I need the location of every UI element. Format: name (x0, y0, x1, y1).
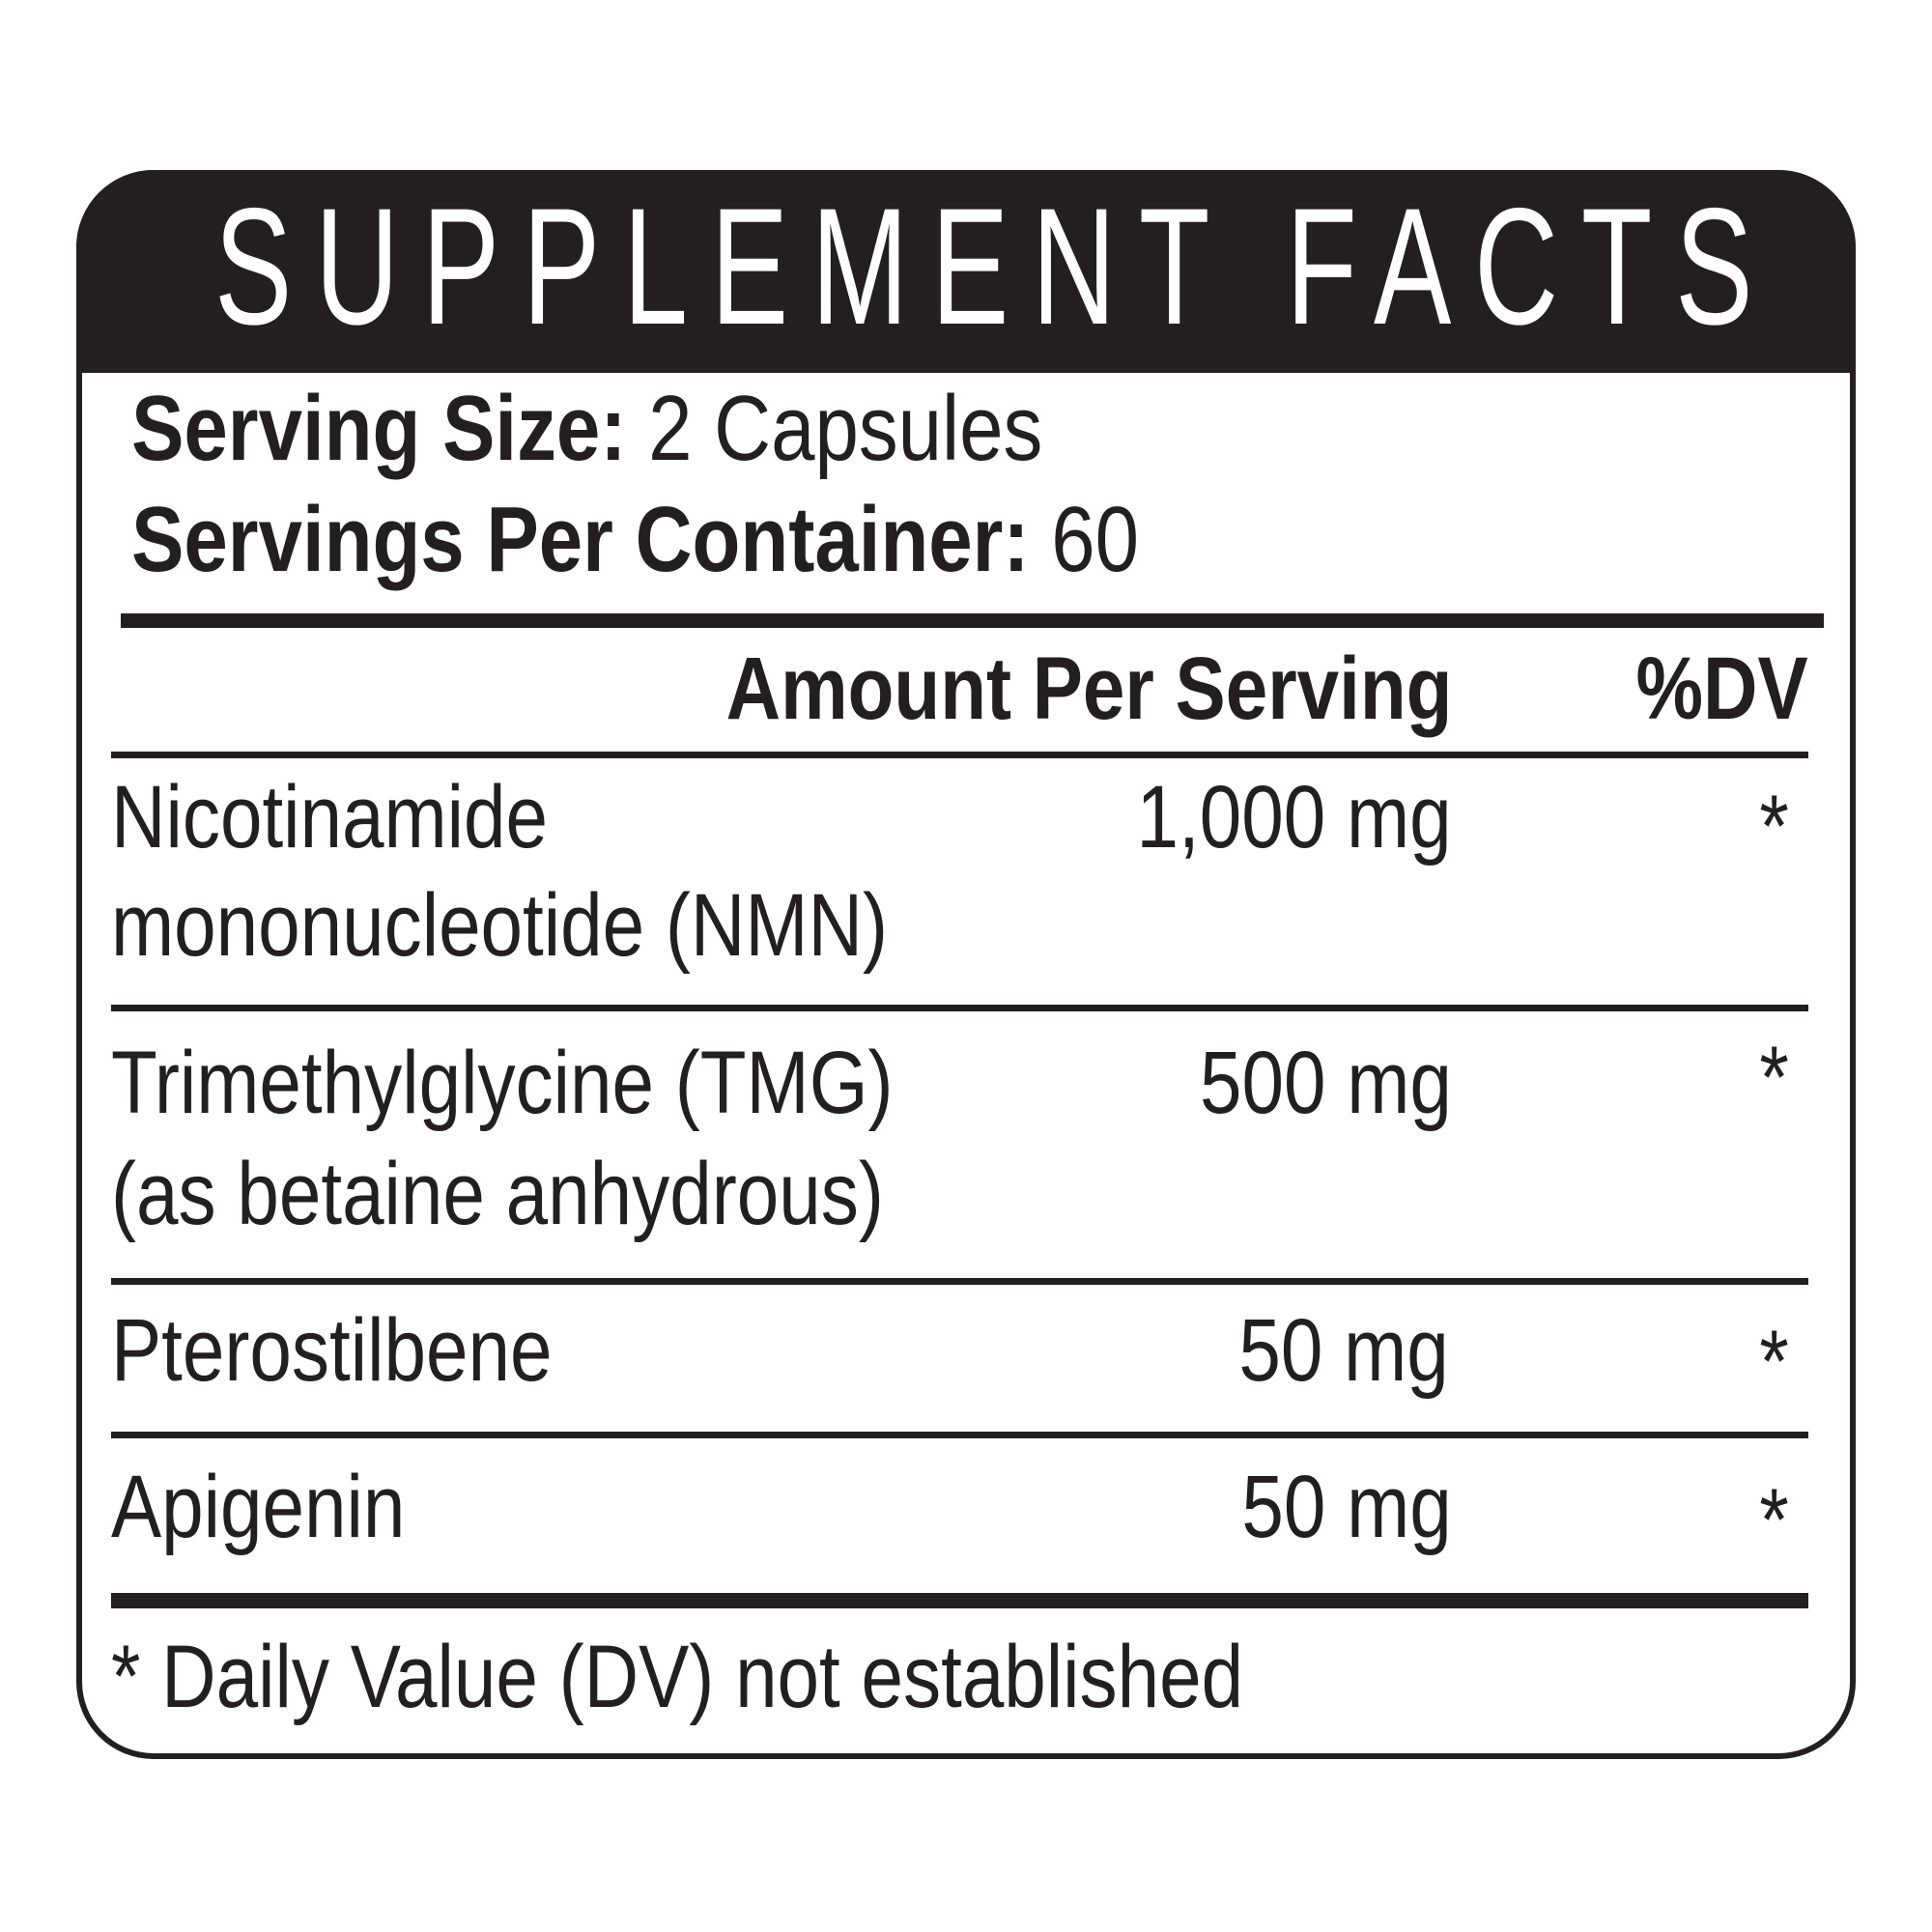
ingredient-name: Nicotinamide (111, 768, 549, 867)
thick-divider (121, 613, 1824, 628)
ingredient-amount: 50 mg (1238, 1301, 1449, 1400)
ingredient-dv: * (1759, 1471, 1789, 1570)
divider (111, 1432, 1808, 1438)
ingredient-amount: 50 mg (1241, 1458, 1452, 1556)
panel-title: SUPPLEMENT FACTS (214, 174, 1776, 359)
ingredient-name-cont: mononucleotide (NMN) (111, 876, 889, 975)
thick-divider (111, 1593, 1808, 1608)
ingredient-dv: * (1759, 1313, 1789, 1411)
servings-per-container-value: 60 (1029, 488, 1140, 591)
title-bar (76, 170, 1856, 373)
ingredient-dv: * (1759, 1029, 1789, 1127)
ingredient-name: Apigenin (111, 1458, 406, 1556)
serving-size-label: Serving Size: (131, 377, 627, 480)
dv-column-header: %DV (1635, 639, 1808, 738)
servings-per-container: Servings Per Container: 60 (131, 494, 1139, 586)
divider (111, 752, 1808, 758)
ingredient-name: Trimethylglycine (TMG) (111, 1034, 894, 1132)
serving-size-value: 2 Capsules (626, 377, 1043, 480)
ingredient-amount: 1,000 mg (1136, 768, 1452, 867)
ingredient-name: Pterostilbene (111, 1301, 553, 1400)
footnote: * Daily Value (DV) not established (111, 1628, 1244, 1726)
ingredient-amount: 500 mg (1200, 1034, 1452, 1132)
ingredient-dv: * (1759, 778, 1789, 876)
amount-column-header: Amount Per Serving (725, 639, 1452, 738)
servings-per-container-label: Servings Per Container: (131, 488, 1030, 591)
divider (111, 1005, 1808, 1011)
serving-size: Serving Size: 2 Capsules (131, 383, 1042, 475)
ingredient-name-cont: (as betaine anhydrous) (111, 1145, 884, 1243)
divider (111, 1278, 1808, 1285)
